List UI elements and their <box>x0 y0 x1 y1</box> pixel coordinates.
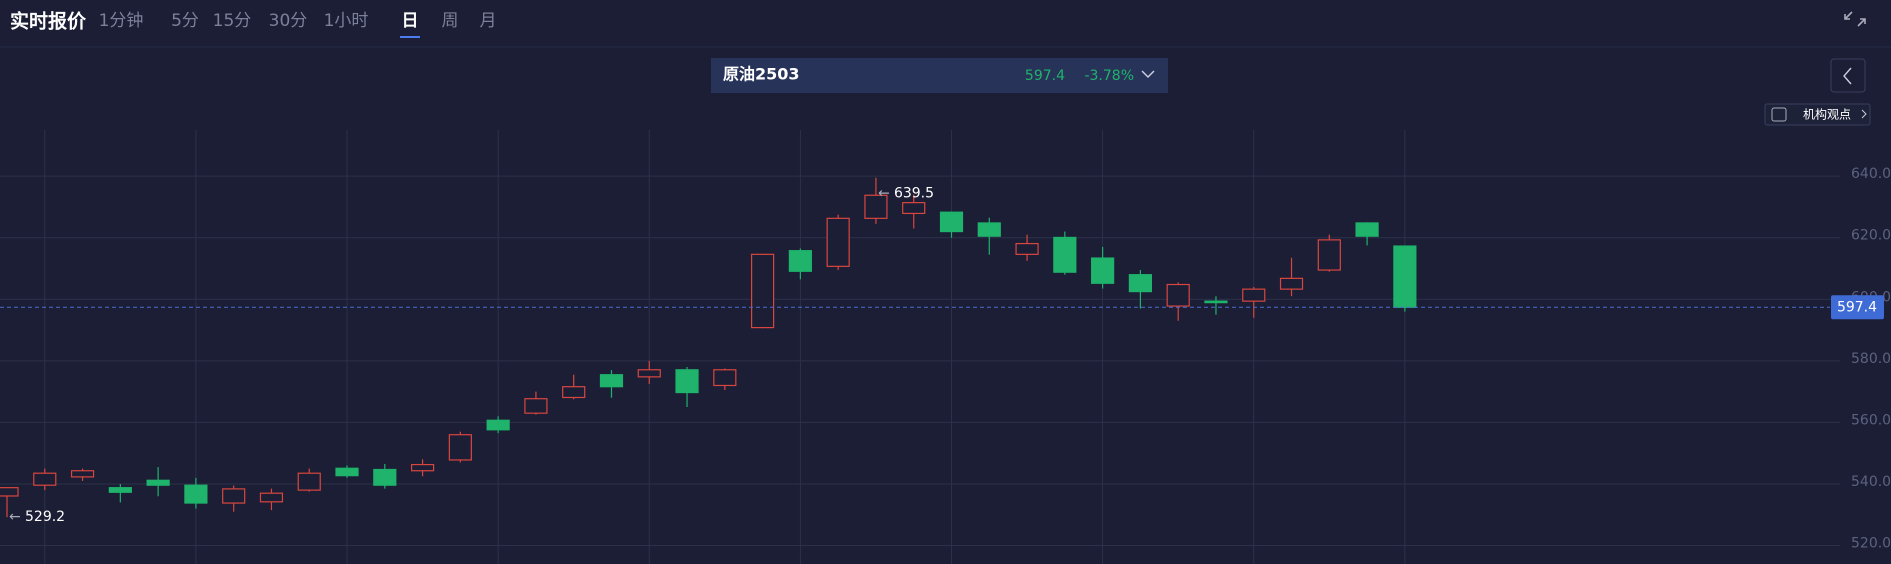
y-tick-label: 540.00 <box>1851 474 1891 490</box>
candle-body <box>108 487 132 493</box>
last-price-label: 597.4 <box>1837 299 1877 315</box>
candle-body <box>486 419 510 431</box>
tab[interactable]: 1小时 <box>324 11 369 31</box>
candle-body <box>1317 239 1341 271</box>
tab[interactable]: 1分钟 <box>99 11 144 31</box>
candle-body <box>448 434 472 461</box>
tab[interactable]: 日 <box>402 11 419 31</box>
high-arrow: ← <box>878 186 890 202</box>
y-tick-label: 620.00 <box>1851 228 1891 244</box>
candle-body <box>1166 283 1190 307</box>
candle-body <box>675 369 699 394</box>
low-label: 529.2 <box>25 509 65 525</box>
candle-body <box>1279 277 1304 290</box>
instrument-change: -3.78% <box>1084 68 1134 84</box>
tab[interactable]: 15分 <box>213 11 252 31</box>
candle-body <box>750 253 775 329</box>
candle-body <box>826 217 850 267</box>
collapse-icon[interactable] <box>1844 11 1866 27</box>
tab[interactable]: 5分 <box>171 11 199 31</box>
candle-body <box>864 194 888 219</box>
candle-body <box>33 472 57 486</box>
candle-body <box>599 374 624 388</box>
y-tick-label: 580.00 <box>1851 351 1891 367</box>
candle-body <box>1242 288 1266 302</box>
candle-body <box>335 467 359 477</box>
active-tab-underline <box>400 36 420 38</box>
candle-body <box>259 492 284 503</box>
views-arrow <box>1861 109 1867 119</box>
candle-body <box>184 484 208 504</box>
candle-body <box>562 386 586 399</box>
candle-body <box>0 487 19 497</box>
instrument-price: 597.4 <box>1025 68 1065 84</box>
header-title: 实时报价 <box>10 10 87 33</box>
candle-body <box>222 488 246 504</box>
candle-body <box>939 211 964 233</box>
last-price-box <box>1831 295 1884 320</box>
y-tick-label: 640.00 <box>1851 166 1891 182</box>
candle-body <box>788 250 812 272</box>
candle-body <box>297 472 321 491</box>
back-button[interactable] <box>1830 58 1866 93</box>
candle-body <box>1091 257 1115 284</box>
instrument-box[interactable] <box>711 58 1168 93</box>
tab[interactable]: 30分 <box>269 11 308 31</box>
dropdown-arrow[interactable] <box>1141 70 1155 79</box>
candle-body <box>1015 242 1039 255</box>
low-arrow: ← <box>9 509 21 525</box>
tab[interactable]: 周 <box>442 11 459 31</box>
candle-body <box>713 369 737 387</box>
back-arrow <box>1843 67 1852 85</box>
y-tick-label: 560.00 <box>1851 412 1891 428</box>
high-label: 639.5 <box>894 186 934 202</box>
candle-body <box>1053 236 1077 273</box>
tab[interactable]: 月 <box>480 11 497 31</box>
instrument-name: 原油2503 <box>723 65 800 84</box>
candle-body <box>1128 274 1153 293</box>
candle-body <box>1393 245 1417 308</box>
candle-body <box>637 369 661 378</box>
candle-body <box>373 468 397 486</box>
views-icon <box>1771 107 1787 122</box>
views-label: 机构观点 <box>1803 107 1851 122</box>
candle-body <box>524 398 548 414</box>
y-tick-label: 520.00 <box>1851 536 1891 552</box>
candle-body <box>146 479 170 486</box>
candle-body <box>902 202 926 215</box>
candle-body <box>1204 300 1228 304</box>
candle-body <box>1355 222 1379 237</box>
candle-body <box>977 222 1001 237</box>
views-button[interactable] <box>1764 103 1871 126</box>
candle-body <box>70 470 95 478</box>
candle-body <box>410 463 435 472</box>
